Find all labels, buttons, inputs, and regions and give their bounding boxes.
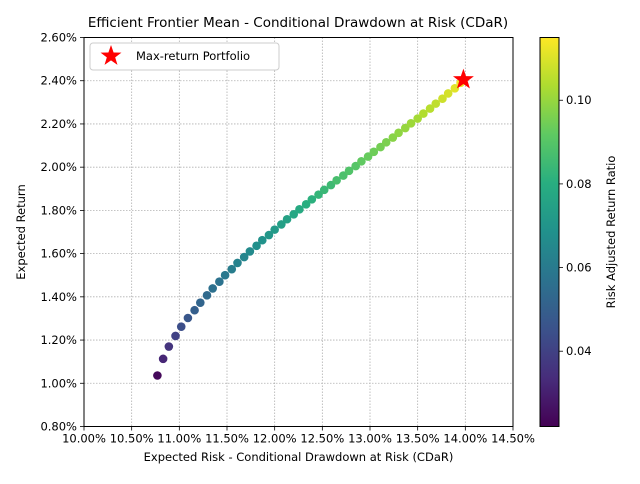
x-axis-label: Expected Risk - Conditional Drawdown at … — [144, 450, 454, 464]
frontier-point — [264, 230, 274, 240]
y-tick-label: 1.00% — [40, 376, 77, 390]
frontier-point — [344, 166, 354, 176]
frontier-point — [307, 195, 317, 204]
chart-title: Efficient Frontier Mean - Conditional Dr… — [88, 15, 508, 31]
legend-label: Max-return Portfolio — [136, 49, 250, 63]
frontier-point — [319, 185, 329, 195]
frontier-point — [295, 205, 304, 214]
frontier-point — [277, 220, 286, 229]
frontier-point — [406, 118, 416, 128]
frontier-point — [369, 147, 379, 157]
frontier-point — [183, 313, 193, 323]
frontier-point — [357, 157, 366, 166]
legend-box — [89, 42, 280, 71]
frontier-point — [363, 152, 373, 161]
frontier-point — [326, 180, 336, 190]
frontier-point — [419, 109, 428, 118]
frontier-point — [196, 298, 205, 307]
x-tick-label: 12.00% — [253, 432, 297, 446]
frontier-point — [220, 270, 230, 280]
frontier-point — [245, 247, 255, 256]
frontier-point — [381, 138, 391, 147]
frontier-point — [153, 371, 162, 380]
frontier-point — [400, 123, 410, 133]
y-tick-label: 1.20% — [40, 333, 77, 347]
x-tick-label: 12.50% — [300, 432, 344, 446]
frontier-point — [425, 104, 435, 113]
y-tick-label: 0.80% — [40, 420, 77, 434]
colorbar-tick-label: 0.08 — [566, 177, 592, 191]
x-tick-label: 13.00% — [348, 432, 392, 446]
frontier-point — [227, 264, 237, 274]
legend: Max-return Portfolio — [89, 42, 280, 71]
y-tick-label: 1.60% — [40, 247, 77, 261]
colorbar — [539, 37, 560, 427]
frontier-point — [202, 291, 212, 300]
plot-frame — [83, 37, 514, 427]
frontier-point — [301, 200, 311, 209]
y-tick-label: 2.20% — [40, 117, 77, 131]
frontier-point — [164, 342, 174, 351]
frontier-point — [282, 214, 292, 224]
x-tick-label: 11.00% — [157, 432, 201, 446]
y-axis-label: Expected Return — [14, 184, 28, 279]
colorbar-tick-label: 0.10 — [566, 93, 592, 107]
frontier-point — [190, 305, 199, 315]
legend-star-icon — [100, 45, 122, 65]
frontier-point — [215, 277, 224, 287]
frontier-point — [171, 331, 180, 341]
frontier-point — [443, 89, 453, 98]
max-return-star — [452, 68, 474, 89]
frontier-point — [176, 322, 186, 331]
y-tick-label: 1.40% — [40, 290, 77, 304]
x-tick-label: 10.50% — [110, 432, 154, 446]
x-tick-label: 11.50% — [205, 432, 249, 446]
y-tick-label: 2.60% — [40, 31, 77, 45]
x-axis-ticks: 10.00% 10.50% 11.00% 11.50% 12.00% 12.50% 13.0… — [62, 426, 535, 446]
frontier-point — [351, 161, 361, 171]
colorbar-label: Risk Adjusted Return Ratio — [604, 156, 618, 309]
scatter-points — [153, 68, 474, 380]
frontier-point — [233, 258, 242, 268]
y-axis-ticks: 0.80% 1.00% 1.20% 1.40% 1.60% 1.80% 2.00% 2.20%… — [40, 31, 84, 434]
frontier-point — [252, 241, 261, 251]
y-tick-label: 1.80% — [40, 203, 77, 217]
x-tick-label: 13.50% — [396, 432, 440, 446]
x-tick-label: 14.50% — [491, 432, 535, 446]
y-tick-label: 2.40% — [40, 74, 77, 88]
frontier-point — [388, 133, 398, 142]
frontier-point — [339, 171, 348, 180]
frontier-point — [413, 114, 422, 123]
frontier-point — [158, 354, 168, 364]
x-tick-label: 14.00% — [443, 432, 487, 446]
frontier-point — [270, 225, 279, 234]
frontier-point — [431, 99, 441, 108]
frontier-point — [376, 142, 385, 152]
colorbar-tick-label: 0.04 — [566, 344, 592, 358]
frontier-point — [257, 235, 267, 245]
y-tick-label: 2.00% — [40, 160, 77, 174]
colorbar-tick-label: 0.06 — [566, 261, 592, 275]
x-tick-label: 10.00% — [62, 432, 106, 446]
frontier-point — [394, 128, 403, 138]
frontier-point — [239, 252, 249, 262]
frontier-point — [289, 209, 299, 219]
frontier-point — [438, 94, 447, 103]
legend-star-mark — [100, 45, 122, 65]
frontier-point — [332, 176, 341, 185]
frontier-point — [208, 284, 217, 293]
frontier-point — [450, 83, 460, 93]
frontier-point — [314, 190, 323, 199]
colorbar-ticks: 0.04 0.06 0.08 0.10 — [559, 93, 592, 358]
